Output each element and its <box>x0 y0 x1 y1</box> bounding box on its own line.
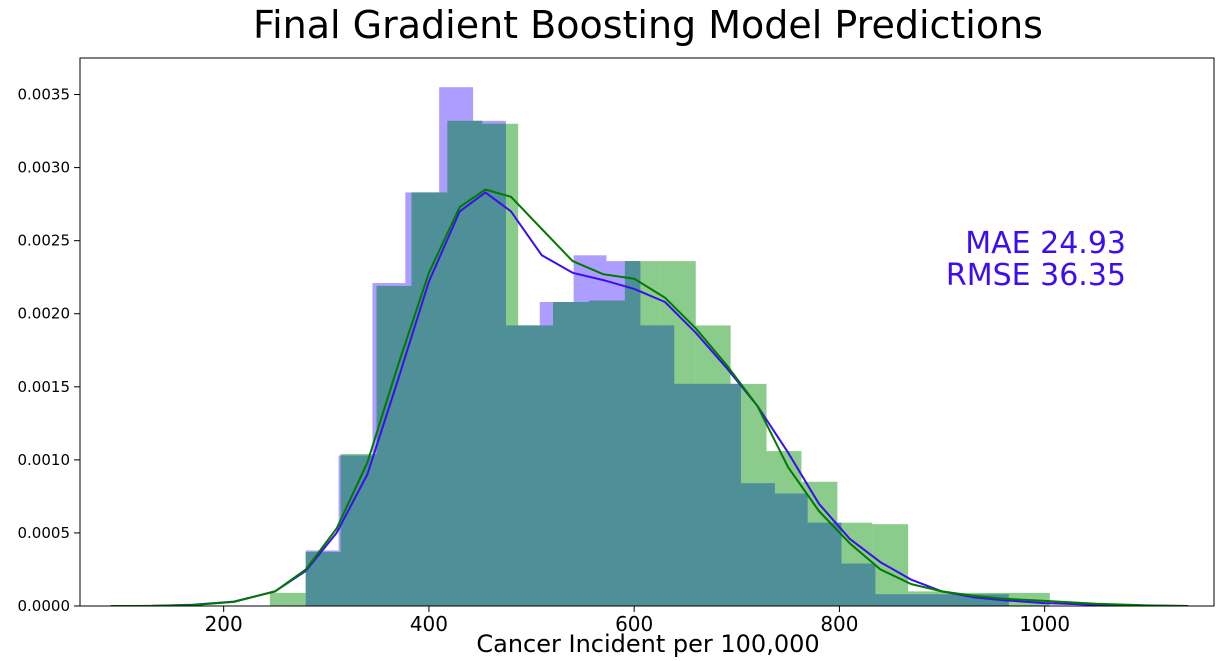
histogram-overlap-bar <box>740 483 767 606</box>
y-tick-label: 0.0020 <box>18 305 71 323</box>
histogram-overlap-bar <box>872 563 876 606</box>
histogram-overlap-bar <box>606 300 625 606</box>
histogram-overlap-bar <box>841 563 873 606</box>
y-axis: 0.0000 0.0005 0.0010 0.0015 0.0020 0.0025 0.00… <box>18 86 80 615</box>
histogram-overlap-bar <box>624 261 641 606</box>
x-axis: 200 400 600 800 1000 <box>205 606 1070 636</box>
histogram-overlap-bar <box>875 594 909 606</box>
y-tick-label: 0.0015 <box>18 378 71 396</box>
histogram-overlap-bar <box>372 454 377 606</box>
histogram-overlap-bar <box>539 325 554 606</box>
chart-title: Final Gradient Boosting Model Prediction… <box>253 3 1043 47</box>
histogram-bar-series-2 <box>872 524 909 606</box>
histogram-overlap-bar <box>695 383 708 606</box>
kde-line-series-2 <box>110 188 1189 606</box>
histogram-overlap-bar <box>505 325 519 606</box>
histogram-overlap-bar <box>730 383 741 606</box>
histogram-overlap-bar <box>774 493 802 606</box>
histogram-overlap-bar <box>674 383 696 606</box>
x-tick-label: 1000 <box>1019 612 1070 636</box>
histogram-overlap-bar <box>573 302 590 606</box>
histogram-overlap-bar <box>659 325 675 606</box>
y-tick-label: 0.0000 <box>18 597 71 615</box>
histogram-overlap-bar <box>640 325 660 606</box>
histogram-bar-series-2 <box>269 592 306 606</box>
histogram-overlap-bar <box>518 325 540 606</box>
plot-area <box>110 87 1189 606</box>
y-tick-label: 0.0005 <box>18 524 71 542</box>
histogram-overlap-bar <box>837 522 842 606</box>
histogram-overlap-bar <box>807 522 838 606</box>
histogram-overlap-bar <box>447 120 474 606</box>
x-tick-label: 200 <box>205 612 243 636</box>
histogram-overlap-bar <box>944 594 976 606</box>
x-axis-label: Cancer Incident per 100,000 <box>476 630 819 658</box>
histogram-overlap-bar <box>553 302 574 606</box>
histogram-overlap-bar <box>411 192 440 606</box>
histogram-overlap-bar <box>801 493 808 606</box>
histogram-overlap-bar <box>942 594 945 606</box>
histogram-overlap-bar <box>338 551 341 606</box>
x-tick-label: 800 <box>820 612 858 636</box>
rmse-annotation: RMSE 36.35 <box>946 258 1126 293</box>
histogram-overlap-bar <box>305 551 339 606</box>
histogram-overlap-bar <box>482 123 506 606</box>
histogram-overlap-bar <box>473 120 483 606</box>
y-tick-label: 0.0030 <box>18 159 71 177</box>
histogram-overlap-bar <box>439 192 448 606</box>
plot-frame <box>79 57 1215 607</box>
mae-annotation: MAE 24.93 <box>965 226 1126 261</box>
histogram-overlap-bar <box>766 483 775 606</box>
y-tick-label: 0.0010 <box>18 451 71 469</box>
histogram-overlap-bar <box>376 285 406 606</box>
histogram-overlap-bar <box>707 383 731 606</box>
histogram-overlap-bar <box>908 594 943 606</box>
x-tick-label: 400 <box>410 612 448 636</box>
histogram-overlap-bar <box>405 285 412 606</box>
y-tick-label: 0.0025 <box>18 232 71 250</box>
x-tick-label: 600 <box>615 612 653 636</box>
y-tick-label: 0.0035 <box>18 86 71 104</box>
histogram-overlap-bar <box>589 300 607 606</box>
histogram-overlap-bar <box>975 594 979 606</box>
histogram-overlap-bar <box>340 455 373 606</box>
